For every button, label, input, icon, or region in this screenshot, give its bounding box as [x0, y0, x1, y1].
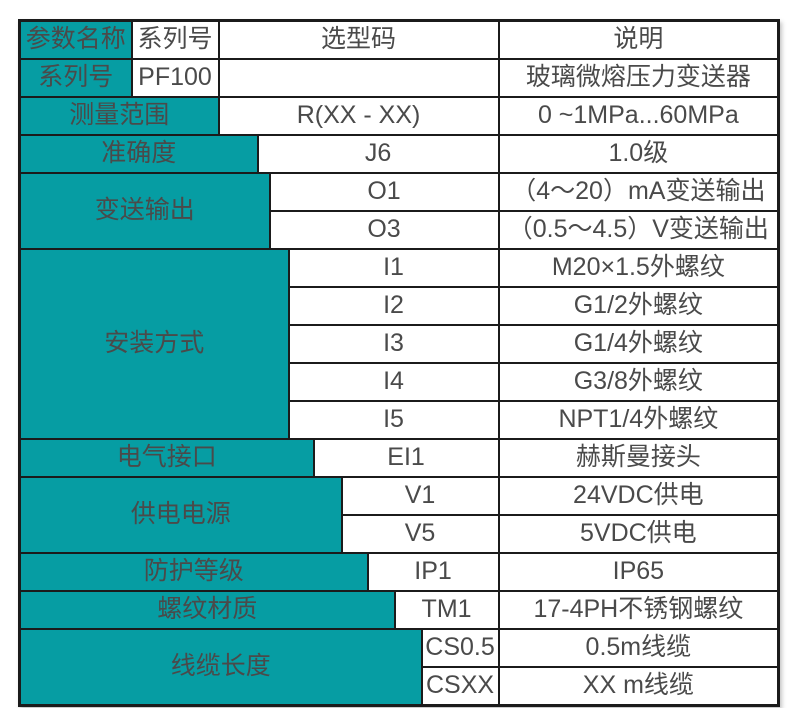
desc-cell: 1.0级: [497, 134, 780, 174]
table-row: 供电电源 V1 24VDC供电: [18, 476, 780, 554]
header-series: 系列号: [130, 19, 220, 60]
code-cell: V5: [340, 514, 500, 554]
header-row: 参数名称 系列号 选型码 说明: [18, 19, 780, 60]
group-label-power: 供电电源: [18, 476, 343, 554]
table-row: 防护等级 IP1 IP65: [18, 552, 780, 592]
group-label-accuracy: 准确度: [18, 134, 259, 174]
code-cell: I5: [287, 400, 500, 440]
selection-table-container: 参数名称 系列号 选型码 说明 系列号 PF100 玻璃微熔压力变送器 测量范围…: [18, 19, 790, 707]
table-row: 准确度 J6 1.0级: [18, 134, 780, 174]
code-cell: I1: [287, 248, 500, 288]
table-row: I5 NPT1/4外螺纹: [20, 400, 780, 440]
code-cell: CSXX: [420, 666, 500, 707]
desc-cell: G1/4外螺纹: [497, 324, 780, 364]
selection-table: 参数名称 系列号 选型码 说明 系列号 PF100 玻璃微熔压力变送器 测量范围…: [18, 19, 781, 707]
code-cell: I2: [287, 286, 500, 326]
desc-cell: M20×1.5外螺纹: [497, 248, 780, 288]
group-label-range: 测量范围: [18, 96, 220, 136]
table-row: 变送输出 O1 （4～20）mA变送输出: [18, 172, 780, 250]
desc-cell: NPT1/4外螺纹: [497, 400, 780, 440]
group-label-series: 系列号: [18, 58, 133, 98]
desc-cell: 玻璃微熔压力变送器: [497, 58, 780, 98]
code-cell: V1: [340, 476, 500, 516]
desc-cell: 0 ~1MPa...60MPa: [497, 96, 780, 136]
table-row: V5 5VDC供电: [20, 514, 780, 554]
desc-cell: IP65: [497, 552, 780, 592]
table-row: 线缆长度 CS0.5 0.5m线缆: [18, 628, 780, 707]
code-cell: I3: [287, 324, 500, 364]
desc-cell: XX m线缆: [497, 666, 780, 707]
desc-cell: （0.5～4.5）V变送输出: [497, 210, 780, 250]
code-cell: J6: [256, 134, 500, 174]
table-row: I3 G1/4外螺纹: [20, 324, 780, 364]
header-param: 参数名称: [18, 19, 133, 60]
table-row: 螺纹材质 TM1 17-4PH不锈钢螺纹: [18, 590, 780, 630]
group-label-output: 变送输出: [18, 172, 271, 250]
group-label-thread-material: 螺纹材质: [18, 590, 396, 630]
desc-cell: 17-4PH不锈钢螺纹: [497, 590, 780, 630]
table-row: 安装方式 I1 M20×1.5外螺纹: [18, 248, 780, 440]
desc-cell: 赫斯曼接头: [497, 438, 780, 478]
code-cell: O1: [268, 172, 500, 212]
table-row: I4 G3/8外螺纹: [20, 362, 780, 402]
table-row: I2 G1/2外螺纹: [20, 286, 780, 326]
header-desc: 说明: [497, 19, 780, 60]
group-label-cable-length: 线缆长度: [18, 628, 423, 707]
code-cell: TM1: [393, 590, 500, 630]
group-label-electrical: 电气接口: [18, 438, 315, 478]
desc-cell: 5VDC供电: [497, 514, 780, 554]
code-cell: EI1: [312, 438, 500, 478]
code-cell: IP1: [366, 552, 500, 592]
code-cell: CS0.5: [420, 628, 500, 668]
code-cell: R(XX - XX): [217, 96, 500, 136]
header-code: 选型码: [217, 19, 500, 60]
group-label-mounting: 安装方式: [18, 248, 290, 440]
table-row: 电气接口 EI1 赫斯曼接头: [18, 438, 780, 478]
table-row: O3 （0.5～4.5）V变送输出: [20, 210, 780, 250]
desc-cell: 0.5m线缆: [497, 628, 780, 668]
code-cell: I4: [287, 362, 500, 402]
desc-cell: G1/2外螺纹: [497, 286, 780, 326]
empty-code-cell: [217, 58, 500, 98]
code-cell: PF100: [130, 58, 220, 98]
code-cell: O3: [268, 210, 500, 250]
desc-cell: （4～20）mA变送输出: [497, 172, 780, 212]
group-label-protection: 防护等级: [18, 552, 369, 592]
table-row: 测量范围 R(XX - XX) 0 ~1MPa...60MPa: [18, 96, 780, 136]
desc-cell: G3/8外螺纹: [497, 362, 780, 402]
desc-cell: 24VDC供电: [497, 476, 780, 516]
table-row: 系列号 PF100 玻璃微熔压力变送器: [18, 58, 780, 98]
